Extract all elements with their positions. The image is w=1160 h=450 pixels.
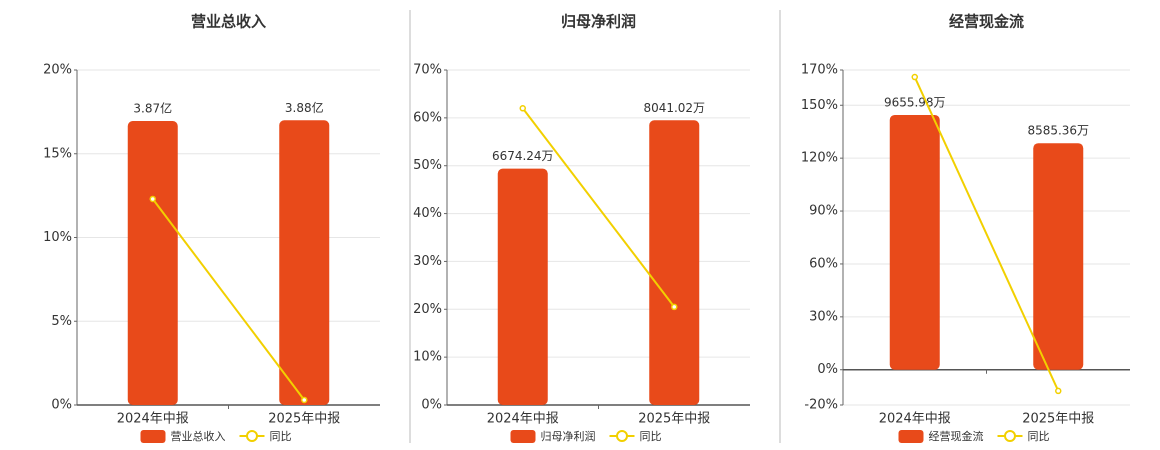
x-tick-label: 2024年中报 bbox=[879, 412, 951, 427]
point bbox=[671, 303, 678, 311]
point bbox=[911, 73, 918, 81]
y-tick-label: 0% bbox=[51, 398, 72, 413]
y-tick-label: 20% bbox=[413, 302, 442, 317]
legend-swatch bbox=[1004, 430, 1016, 442]
y-tick-label: 15% bbox=[43, 146, 72, 161]
x-tick-label: 2024年中报 bbox=[487, 412, 559, 427]
bar bbox=[1033, 143, 1084, 370]
bar bbox=[889, 114, 940, 370]
legend-label: 营业总收入 bbox=[171, 429, 226, 443]
legend-label: 同比 bbox=[640, 430, 662, 443]
bar bbox=[127, 120, 178, 406]
y-tick-label: 60% bbox=[809, 256, 838, 271]
x-tick-label: 2025年中报 bbox=[268, 412, 340, 427]
point bbox=[1055, 387, 1062, 395]
y-tick-label: 70% bbox=[413, 63, 442, 78]
y-tick-label: -20% bbox=[804, 398, 838, 413]
y-tick-label: 10% bbox=[413, 350, 442, 365]
line bbox=[521, 107, 676, 308]
value-label: 8041.02万 bbox=[643, 101, 705, 115]
y-tick-label: 90% bbox=[809, 204, 838, 219]
point bbox=[301, 396, 308, 404]
y-tick-label: 150% bbox=[801, 98, 838, 113]
y-tick-label: 50% bbox=[413, 158, 442, 173]
y-tick-label: 10% bbox=[43, 230, 72, 245]
y-tick-label: 5% bbox=[51, 314, 72, 329]
x-tick-label: 2024年中报 bbox=[117, 412, 189, 427]
bar bbox=[649, 120, 700, 405]
point bbox=[519, 105, 526, 112]
value-label: 8585.36万 bbox=[1027, 124, 1089, 138]
legend-swatch bbox=[616, 430, 628, 442]
y-tick-label: 0% bbox=[421, 398, 442, 413]
line bbox=[151, 198, 306, 401]
y-tick-label: 170% bbox=[801, 63, 838, 78]
legend-label: 同比 bbox=[270, 430, 292, 443]
line bbox=[913, 76, 1060, 392]
y-tick-label: 30% bbox=[413, 254, 442, 269]
y-tick-label: 40% bbox=[413, 206, 442, 221]
x-tick-label: 2025年中报 bbox=[638, 412, 710, 427]
legend-label: 同比 bbox=[1028, 430, 1050, 443]
y-tick-label: 60% bbox=[413, 110, 442, 125]
y-tick-label: 30% bbox=[809, 309, 838, 324]
bar bbox=[279, 120, 330, 405]
chart-title: 归母净利润 bbox=[561, 13, 636, 31]
value-label: 3.87亿 bbox=[133, 100, 172, 115]
chart-title: 经营现金流 bbox=[949, 13, 1024, 31]
chart-title: 营业总收入 bbox=[191, 13, 266, 31]
value-label: 3.88亿 bbox=[285, 100, 324, 115]
y-tick-label: 0% bbox=[817, 362, 838, 377]
legend-label: 经营现金流 bbox=[929, 429, 984, 443]
legend-label: 归母净利润 bbox=[541, 429, 596, 443]
value-label: 9655.98万 bbox=[884, 95, 946, 109]
y-tick-label: 20% bbox=[43, 63, 72, 78]
x-tick-label: 2025年中报 bbox=[1022, 412, 1094, 427]
legend-swatch bbox=[510, 430, 536, 443]
value-label: 6674.24万 bbox=[492, 149, 554, 163]
legend-swatch bbox=[898, 430, 924, 443]
y-tick-label: 120% bbox=[801, 151, 838, 166]
legend-swatch bbox=[246, 430, 258, 442]
legend-swatch bbox=[140, 430, 166, 443]
bar bbox=[497, 168, 548, 405]
point bbox=[149, 195, 156, 203]
